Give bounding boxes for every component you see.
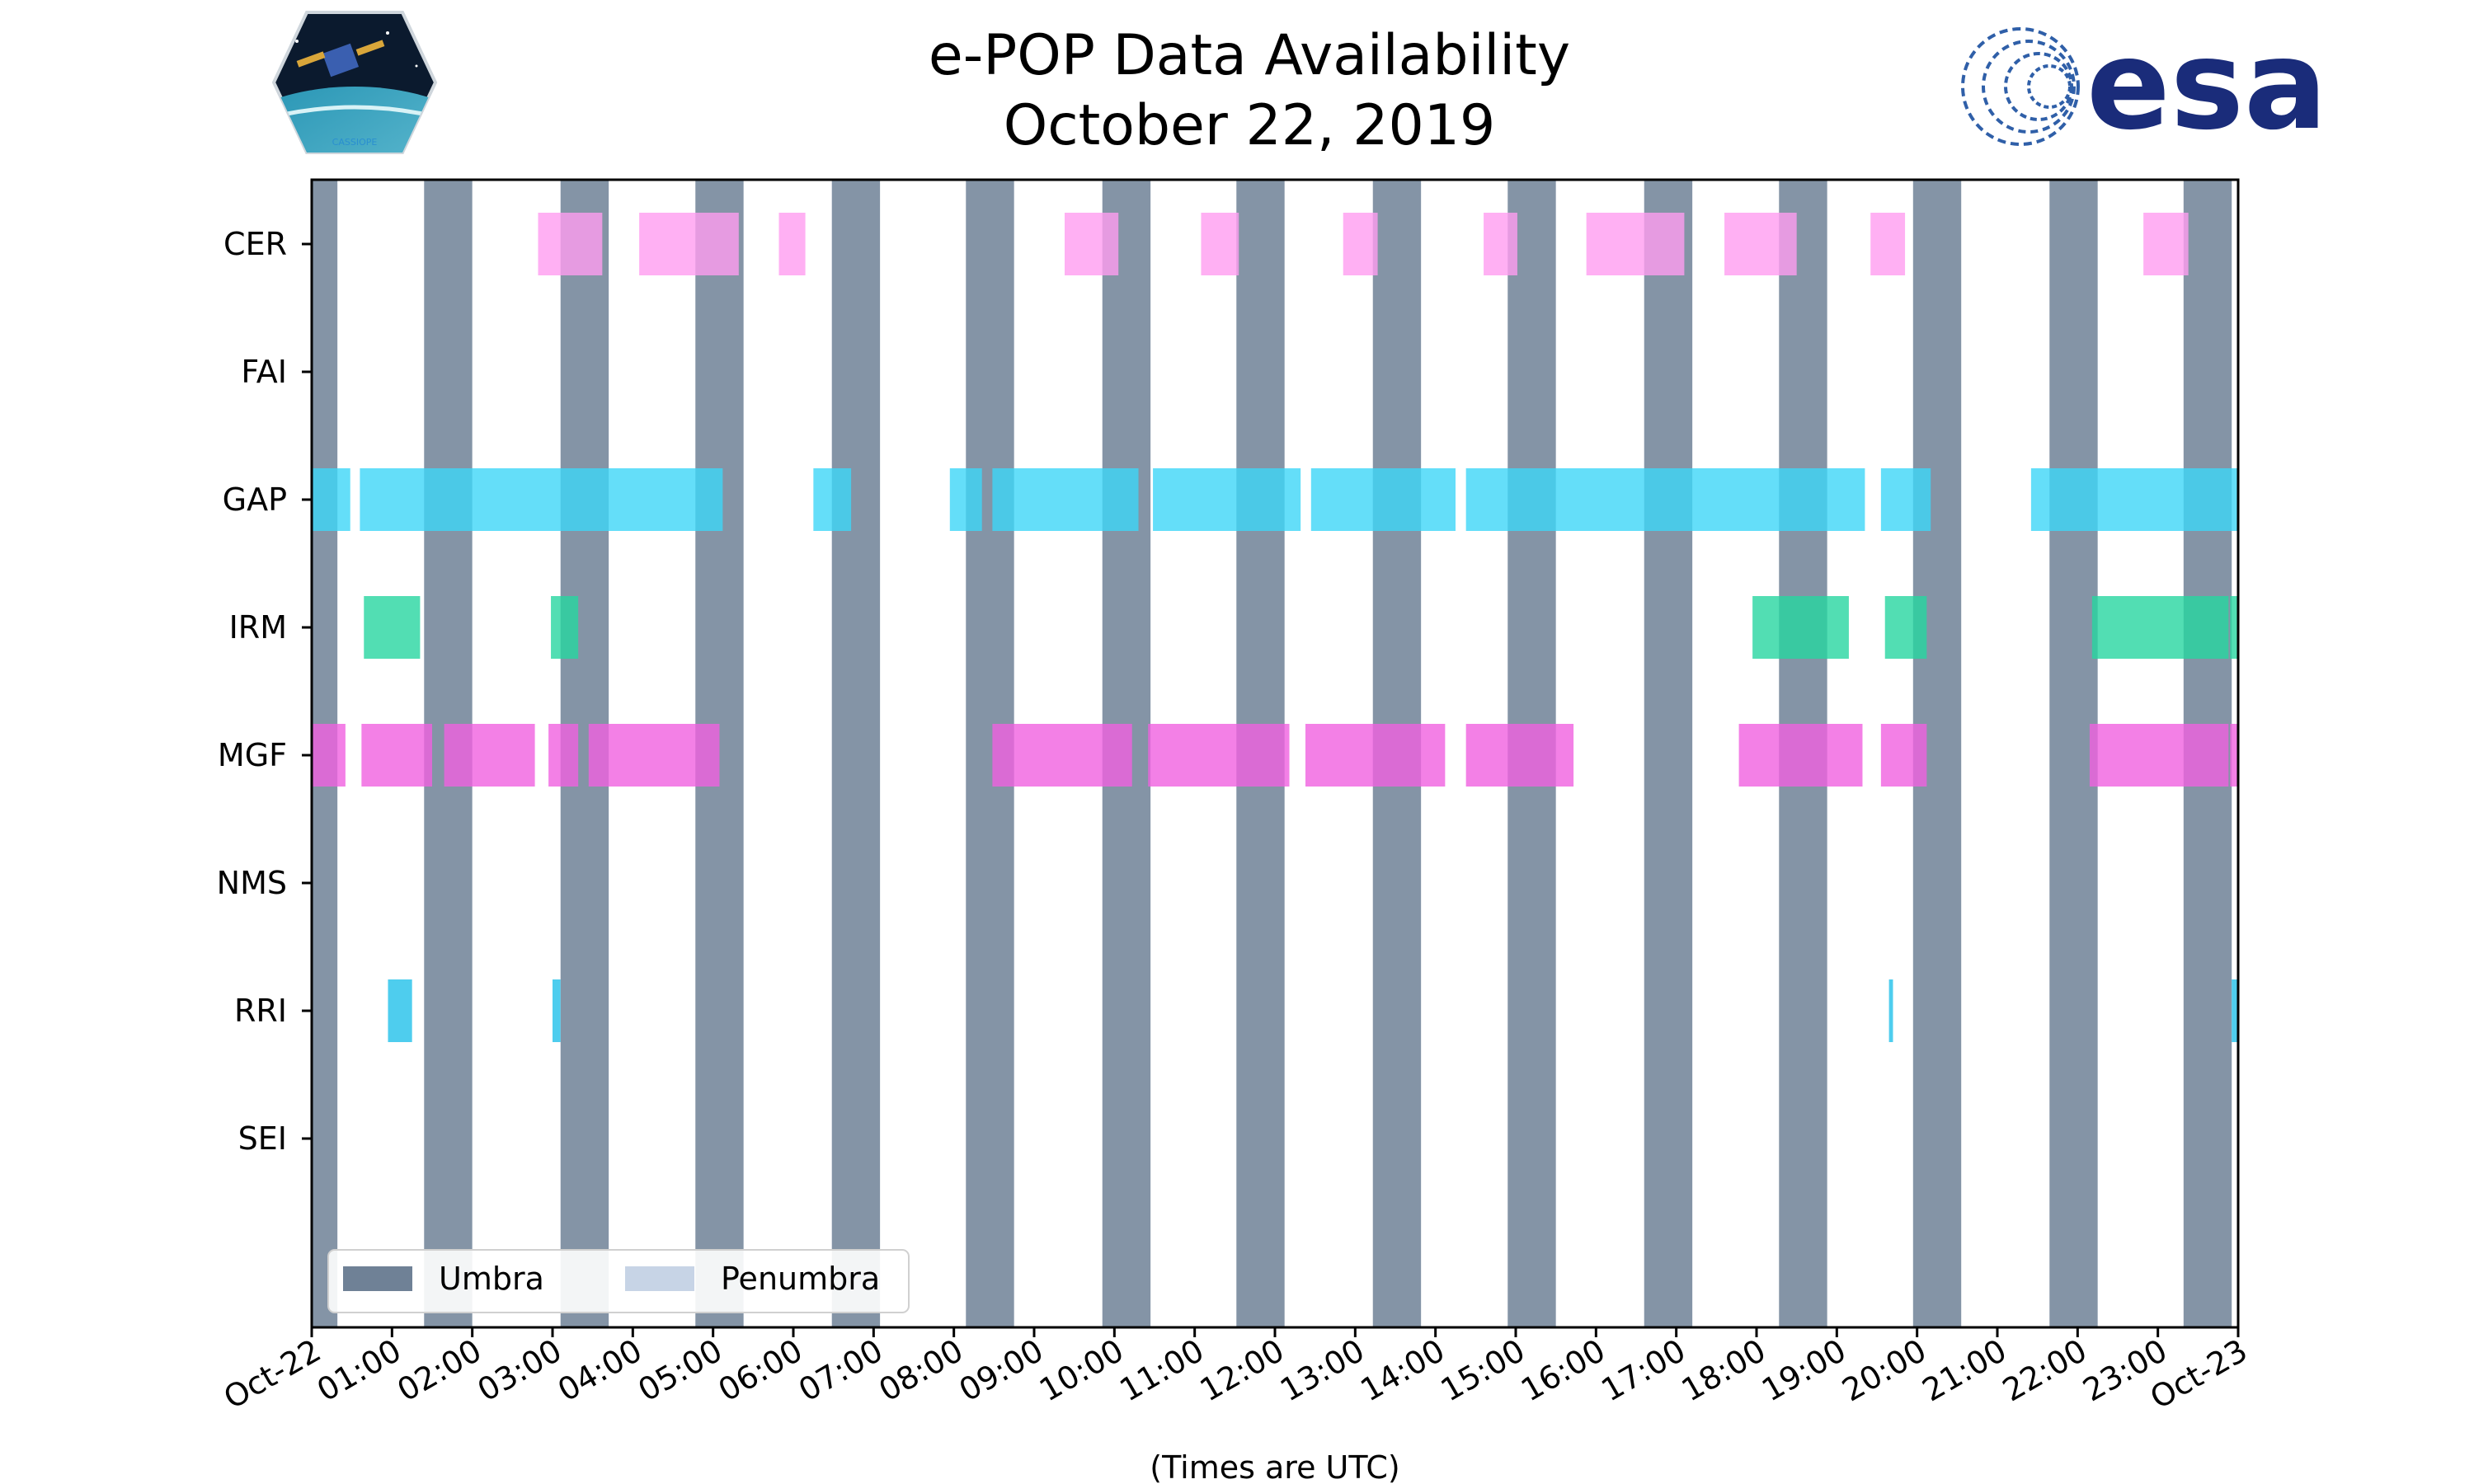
chart-title-line-1: e-POP Data Availability [929, 23, 1570, 88]
x-tick-label-8: 08:00 [872, 1332, 969, 1409]
bar-irm-4 [2091, 596, 2229, 659]
x-tick-label-9: 09:00 [953, 1332, 1050, 1409]
bar-mgf-7 [1305, 724, 1446, 787]
bar-rri-3 [2232, 979, 2238, 1042]
y-tick-label-irm: IRM [229, 609, 287, 646]
bar-rri-1 [553, 979, 561, 1042]
x-tick-label-2: 02:00 [391, 1332, 487, 1409]
bar-irm-1 [551, 596, 579, 659]
legend-label-penumbra: Penumbra [721, 1261, 880, 1297]
bar-gap-1 [360, 468, 723, 531]
x-tick-label-15: 15:00 [1435, 1332, 1531, 1409]
bar-gap-6 [1310, 468, 1456, 531]
cassiope-logo-text: CASSIOPE [332, 137, 378, 148]
y-tick-label-cer: CER [223, 226, 287, 262]
legend-box [327, 1249, 910, 1313]
bar-mgf-6 [1148, 724, 1290, 787]
x-tick-label-0: Oct-22 [218, 1332, 327, 1416]
x-tick-label-11: 11:00 [1113, 1332, 1210, 1409]
y-tick-label-fai: FAI [241, 354, 287, 390]
x-axis-label: (Times are UTC) [1150, 1449, 1399, 1484]
x-tick-label-14: 14:00 [1354, 1332, 1451, 1409]
bar-rri-0 [388, 979, 412, 1042]
bar-irm-2 [1752, 596, 1849, 659]
bar-irm-5 [2230, 596, 2238, 659]
x-tick-label-7: 07:00 [793, 1332, 889, 1409]
bar-gap-3 [949, 468, 982, 531]
x-tick-label-21: 21:00 [1917, 1332, 2013, 1409]
bar-mgf-5 [992, 724, 1132, 787]
bar-cer-6 [1484, 213, 1517, 275]
plot-area: CER FAI GAP IRM MGF NMS RRI SEI Oct-2201:0002:0… [217, 178, 2254, 1416]
bar-irm-0 [364, 596, 421, 659]
y-tick-label-gap: GAP [223, 481, 287, 518]
legend-swatch-umbra [343, 1266, 412, 1291]
x-tick-label-1: 01:00 [311, 1332, 407, 1409]
bar-mgf-11 [2089, 724, 2229, 787]
bar-gap-2 [813, 468, 852, 531]
bar-cer-8 [1724, 213, 1797, 275]
bar-gap-0 [312, 468, 350, 531]
y-tick-label-sei: SEI [238, 1120, 287, 1157]
bar-cer-5 [1343, 213, 1378, 275]
bar-mgf-4 [588, 724, 720, 787]
x-tick-label-13: 13:00 [1274, 1332, 1371, 1409]
esa-swirl-icon [1961, 27, 2080, 146]
bar-cer-7 [1586, 213, 1685, 275]
chart-title-line-2: October 22, 2019 [1004, 93, 1496, 158]
x-tick-label-18: 18:00 [1676, 1332, 1772, 1409]
bar-mgf-0 [312, 724, 346, 787]
bar-cer-4 [1201, 213, 1239, 275]
bar-gap-4 [992, 468, 1139, 531]
bar-mgf-2 [444, 724, 535, 787]
x-tick-label-16: 16:00 [1515, 1332, 1611, 1409]
x-axis: Oct-2201:0002:0003:0004:0005:0006:0007:0… [218, 1327, 2254, 1416]
x-tick-label-4: 04:00 [552, 1332, 648, 1409]
bar-cer-0 [538, 213, 603, 275]
y-axis: CER FAI GAP IRM MGF NMS RRI SEI [217, 226, 312, 1157]
x-tick-label-17: 17:00 [1595, 1332, 1691, 1409]
bar-irm-3 [1884, 596, 1927, 659]
bar-rri-2 [1888, 979, 1893, 1042]
umbra-band-10 [1644, 180, 1693, 1327]
x-tick-label-10: 10:00 [1033, 1332, 1130, 1409]
bar-mgf-1 [361, 724, 432, 787]
bar-mgf-12 [2230, 724, 2238, 787]
bar-gap-7 [1465, 468, 1865, 531]
y-tick-label-nms: NMS [217, 865, 287, 901]
bar-gap-9 [2030, 468, 2238, 531]
esa-wordmark: esa [2086, 14, 2327, 157]
legend-swatch-penumbra [625, 1266, 694, 1291]
x-tick-label-12: 12:00 [1194, 1332, 1291, 1409]
bar-mgf-8 [1465, 724, 1574, 787]
bar-cer-10 [2143, 213, 2189, 275]
satellite-icon [296, 40, 385, 77]
legend: Umbra Penumbra [327, 1249, 910, 1313]
bar-gap-5 [1153, 468, 1301, 531]
umbra-band-13 [2049, 180, 2098, 1327]
umbra-band-4 [831, 180, 881, 1327]
x-tick-label-19: 19:00 [1756, 1332, 1852, 1409]
bar-cer-3 [1064, 213, 1119, 275]
bar-mgf-3 [548, 724, 579, 787]
bar-cer-9 [1870, 213, 1906, 275]
x-tick-label-6: 06:00 [713, 1332, 809, 1409]
x-tick-label-3: 03:00 [472, 1332, 568, 1409]
x-tick-label-20: 20:00 [1836, 1332, 1932, 1409]
bar-gap-8 [1880, 468, 1931, 531]
y-tick-label-rri: RRI [234, 993, 287, 1029]
legend-label-umbra: Umbra [439, 1261, 544, 1297]
x-tick-label-22: 22:00 [1997, 1332, 2093, 1409]
instrument-bars-layer [312, 213, 2238, 1042]
bar-cer-1 [639, 213, 739, 275]
bar-mgf-9 [1738, 724, 1863, 787]
esa-logo: esa [1961, 14, 2327, 157]
bar-mgf-10 [1880, 724, 1927, 787]
bar-cer-2 [778, 213, 806, 275]
y-tick-label-mgf: MGF [218, 737, 287, 773]
x-tick-label-5: 05:00 [632, 1332, 728, 1409]
